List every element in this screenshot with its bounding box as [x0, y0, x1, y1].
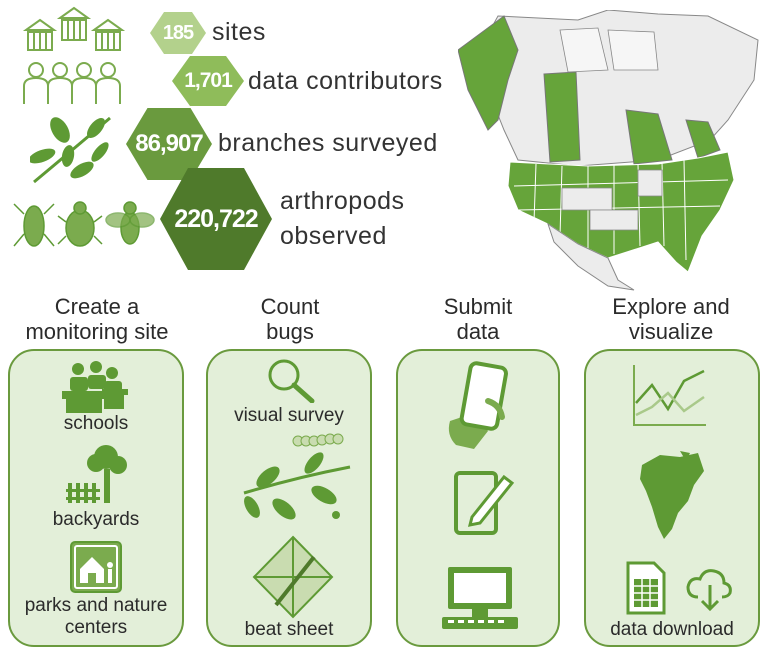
spreadsheet-icon	[626, 561, 666, 615]
branch-caterpillar-icon	[238, 433, 358, 529]
parks-label-line2: centers	[64, 617, 128, 638]
step-title-line: data	[456, 319, 500, 344]
building-icon	[22, 6, 126, 54]
insects-icon	[12, 194, 160, 254]
backyards-label: backyards	[52, 509, 140, 530]
step-submit-data-title: Submit data	[396, 294, 560, 344]
computer-icon	[440, 565, 520, 631]
create-site-card: schools backyards parks and nature cente…	[8, 349, 184, 647]
step-title-line: Count	[260, 294, 320, 319]
step-explore-title: Explore and visualize	[586, 294, 756, 344]
count-bugs-card: visual survey beat sheet	[206, 349, 372, 647]
step-title-line: visualize	[628, 319, 714, 344]
step-title-line: bugs	[266, 319, 314, 344]
step-title-line: monitoring site	[25, 319, 169, 344]
arthropods-count: 220,722	[174, 204, 258, 233]
branches-count: 86,907	[135, 130, 203, 157]
people-icon	[20, 60, 124, 110]
magnifier-icon	[264, 357, 318, 403]
beat-sheet-label: beat sheet	[244, 619, 334, 640]
arthropods-label-line1: arthropods	[280, 187, 405, 215]
explore-visualize-card: data download	[584, 349, 760, 647]
phone-in-hand-icon	[444, 361, 514, 451]
arthropods-count-hexagon: 220,722	[160, 168, 272, 270]
north-america-icon	[638, 451, 708, 541]
sites-count-hexagon: 185	[150, 12, 206, 54]
edit-form-icon	[454, 469, 516, 537]
submit-data-card	[396, 349, 560, 647]
step-count-bugs-title: Count bugs	[208, 294, 372, 344]
step-create-site-title: Create a monitoring site	[10, 294, 184, 344]
beat-sheet-icon	[252, 535, 334, 619]
tree-fence-icon	[66, 443, 132, 505]
step-title-line: Submit	[443, 294, 513, 319]
step-title-line: Explore and	[612, 294, 730, 319]
branches-label: branches surveyed	[218, 129, 438, 157]
sites-count: 185	[162, 21, 194, 44]
contributors-count-hexagon: 1,701	[172, 56, 244, 106]
classroom-icon	[56, 359, 132, 419]
schools-label: schools	[63, 413, 129, 434]
contributors-label: data contributors	[248, 67, 443, 95]
cloud-download-icon	[686, 567, 734, 613]
contributors-count: 1,701	[184, 69, 233, 92]
park-sign-icon	[70, 541, 122, 593]
parks-label-line1: parks and nature	[24, 595, 168, 616]
leafy-branch-icon	[30, 112, 114, 186]
north-america-sites-map	[458, 10, 764, 292]
step-title-line: Create a	[54, 294, 140, 319]
data-download-label: data download	[610, 619, 734, 640]
arthropods-label-line2: observed	[280, 222, 387, 250]
line-chart-icon	[632, 363, 708, 427]
sites-label: sites	[212, 18, 266, 46]
visual-survey-label: visual survey	[234, 405, 344, 426]
